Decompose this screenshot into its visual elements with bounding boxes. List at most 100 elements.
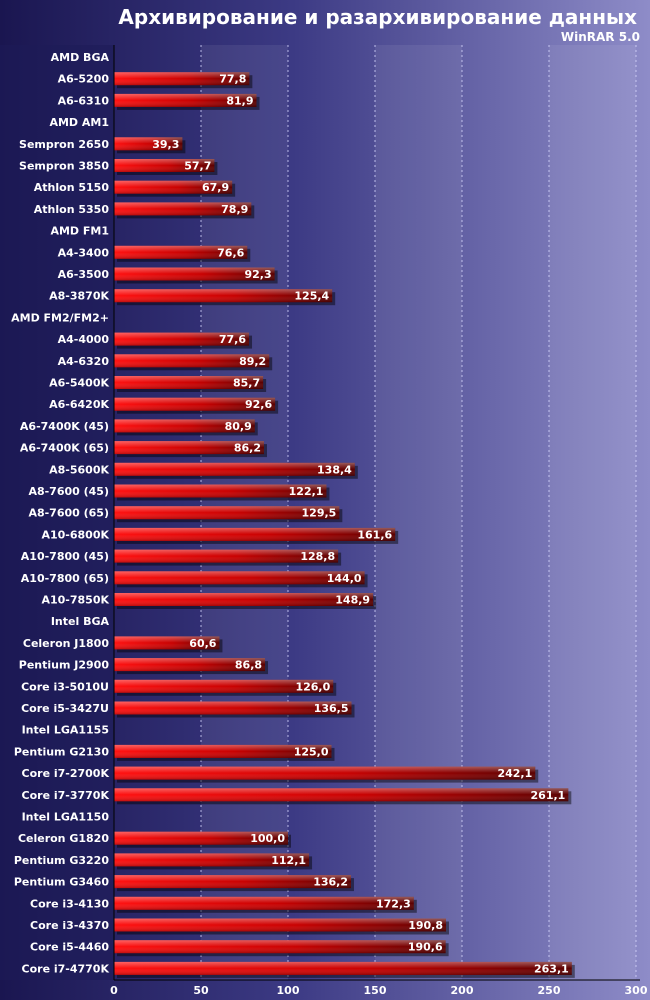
bar-highlight <box>114 571 365 585</box>
value-label: 126,0 <box>295 680 330 693</box>
category-label: Sempron 2650 <box>19 138 109 151</box>
category-label: A6-7400K (65) <box>20 442 109 455</box>
value-label: 92,6 <box>245 398 272 411</box>
group-label: Intel LGA1150 <box>22 811 110 824</box>
category-label: A10-7800 (45) <box>21 550 109 563</box>
category-label: A4-6320 <box>58 355 110 368</box>
x-tick-label: 300 <box>625 984 648 997</box>
bar-highlight <box>114 419 255 433</box>
value-label: 125,4 <box>294 290 329 303</box>
bar-highlight <box>114 831 288 845</box>
value-label: 172,3 <box>376 897 411 910</box>
category-label: A10-6800K <box>41 528 109 541</box>
bar-highlight <box>114 484 327 498</box>
category-label: Sempron 3850 <box>19 160 109 173</box>
category-label: Core i7-4770K <box>22 962 110 975</box>
chart-title: Архивирование и разархивирование данных <box>118 5 637 29</box>
group-label: Intel LGA1155 <box>22 724 109 737</box>
value-label: 148,9 <box>335 594 370 607</box>
bar-highlight <box>114 853 310 867</box>
category-label: Core i7-2700K <box>22 767 110 780</box>
x-tick-label: 150 <box>364 984 387 997</box>
value-label: 92,3 <box>244 268 271 281</box>
bar-highlight <box>114 462 355 476</box>
bar-highlight <box>114 701 352 715</box>
label-column-background <box>0 45 114 980</box>
category-label: Celeron J1800 <box>23 637 109 650</box>
category-label: A8-5600K <box>49 463 109 476</box>
grid-band <box>375 45 462 980</box>
category-label: A8-7600 (65) <box>28 507 109 520</box>
grid-lines <box>200 45 637 980</box>
category-label: Athlon 5350 <box>34 203 110 216</box>
category-label: A6-6310 <box>58 94 110 107</box>
value-label: 136,2 <box>313 876 348 889</box>
bar-highlight <box>114 376 264 389</box>
value-label: 78,9 <box>221 203 248 216</box>
value-label: 122,1 <box>289 485 324 498</box>
x-tick-label: 50 <box>193 984 209 997</box>
bar-highlight <box>114 332 250 346</box>
category-label: Core i7-3770K <box>22 789 110 802</box>
category-label: A8-3870K <box>49 290 109 303</box>
value-label: 39,3 <box>152 138 179 151</box>
value-label: 261,1 <box>531 789 566 802</box>
bar-highlight <box>114 940 446 954</box>
value-label: 80,9 <box>225 420 252 433</box>
category-label: A8-7600 (45) <box>28 485 109 498</box>
value-label: 190,8 <box>408 919 443 932</box>
value-label: 86,2 <box>234 442 261 455</box>
category-label: A6-3500 <box>58 268 110 281</box>
x-tick-label: 200 <box>451 984 474 997</box>
value-labels: 77,8 81,9 39,3 57,7 67,9 78,9 76,692,3 125,4 77,… <box>152 73 569 976</box>
grid-band <box>549 45 636 980</box>
bar-highlight <box>114 549 339 563</box>
value-label: 85,7 <box>233 377 260 390</box>
bar-highlight <box>114 875 351 889</box>
group-label: AMD FM1 <box>50 225 109 238</box>
value-label: 67,9 <box>202 181 229 194</box>
bar-highlight <box>114 137 183 151</box>
value-label: 89,2 <box>239 355 266 368</box>
group-label: AMD BGA <box>51 51 110 64</box>
category-label: A6-7400K (45) <box>20 420 109 433</box>
group-label: Intel BGA <box>51 615 110 628</box>
bar-highlight <box>114 961 572 975</box>
category-label: Pentium G3460 <box>14 876 109 889</box>
value-label: 77,6 <box>219 333 246 346</box>
value-label: 112,1 <box>271 854 306 867</box>
category-label: Pentium G3220 <box>14 854 109 867</box>
category-label: A4-3400 <box>58 246 110 259</box>
bar-highlight <box>114 180 233 194</box>
bar-highlight <box>114 354 270 368</box>
bar-highlight <box>114 593 374 606</box>
bar-highlight <box>114 527 396 541</box>
bar-highlight <box>114 159 215 172</box>
bar-highlight <box>114 202 252 216</box>
value-label: 138,4 <box>317 463 352 476</box>
bar-highlight <box>114 744 332 758</box>
value-label: 144,0 <box>327 572 362 585</box>
category-label: A4-4000 <box>58 333 110 346</box>
x-tick-label: 0 <box>110 984 118 997</box>
x-tick-label: 100 <box>277 984 300 997</box>
category-label: Core i5-3427U <box>21 702 109 715</box>
x-tick-label: 250 <box>538 984 561 997</box>
bar-highlight <box>114 896 414 910</box>
bar-highlight <box>114 636 220 650</box>
category-label: A10-7850K <box>41 594 109 607</box>
group-label: AMD AM1 <box>49 116 109 129</box>
category-label: A6-5400K <box>49 377 109 390</box>
value-label: 60,6 <box>189 637 216 650</box>
value-label: 57,7 <box>184 160 211 173</box>
value-label: 76,6 <box>217 246 244 259</box>
bar-highlight <box>114 918 446 932</box>
value-label: 100,0 <box>250 832 285 845</box>
bar-highlight <box>114 766 536 780</box>
category-label: Core i5-4460 <box>30 941 109 954</box>
value-label: 242,1 <box>497 767 532 780</box>
bar-highlight <box>114 93 257 107</box>
bar-highlight <box>114 679 334 693</box>
